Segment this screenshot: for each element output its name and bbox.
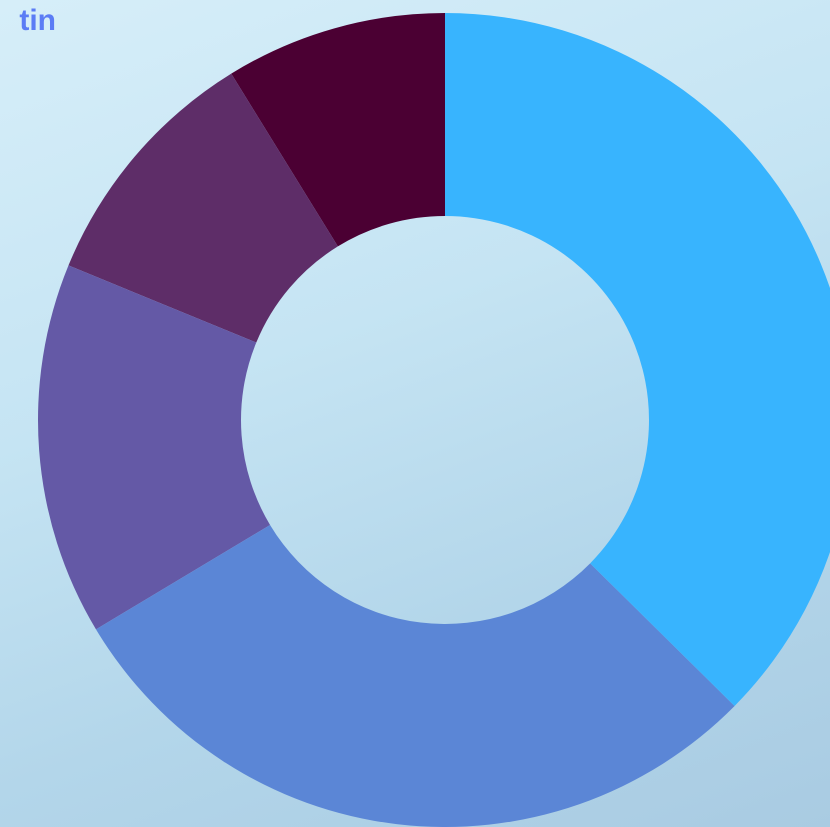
donut-slice bbox=[445, 13, 830, 706]
donut-slice bbox=[37, 265, 271, 630]
donut-slice bbox=[95, 524, 735, 827]
chart-title: tin bbox=[19, 4, 56, 37]
donut-slice bbox=[68, 73, 338, 343]
donut-slice bbox=[231, 13, 445, 247]
